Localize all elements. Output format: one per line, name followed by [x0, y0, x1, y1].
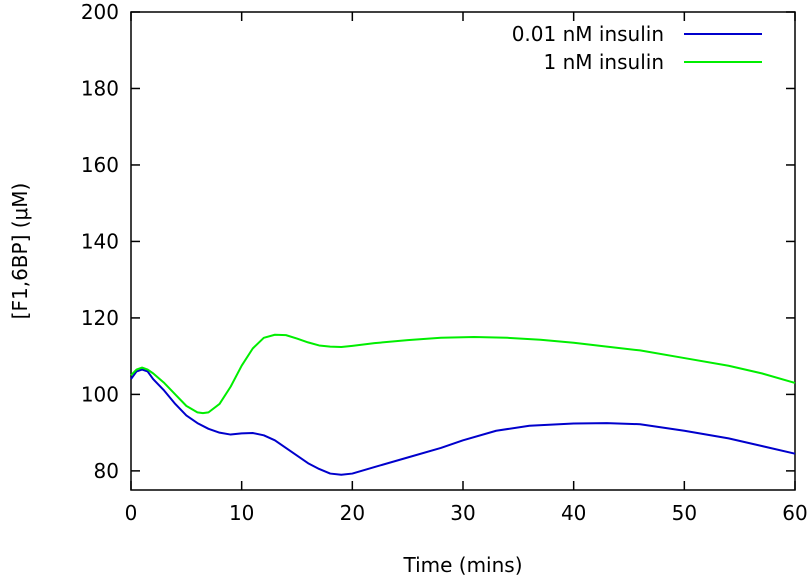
y-tick-label: 180 — [81, 76, 119, 100]
legend-label-2: 1 nM insulin — [544, 50, 665, 74]
x-tick-label: 30 — [450, 501, 475, 525]
axis-ticks — [130, 11, 796, 490]
legend: 0.01 nM insulin 1 nM insulin — [512, 22, 762, 74]
x-tick-label: 20 — [340, 501, 365, 525]
series-lines — [130, 333, 796, 476]
y-tick-label: 200 — [81, 0, 119, 24]
plot-border — [130, 11, 796, 491]
x-tick-label: 0 — [125, 501, 138, 525]
plot-frame — [130, 11, 796, 491]
x-tick-label: 50 — [672, 501, 697, 525]
legend-label-1: 0.01 nM insulin — [512, 22, 664, 46]
x-axis-title: Time (mins) — [402, 553, 522, 577]
series-line-1 — [130, 368, 796, 476]
x-tick-label: 60 — [782, 501, 807, 525]
x-tick-label: 10 — [229, 501, 254, 525]
x-tick-label: 40 — [561, 501, 586, 525]
y-tick-label: 100 — [81, 382, 119, 406]
y-tick-label: 80 — [94, 459, 119, 483]
y-tick-label: 120 — [81, 306, 119, 330]
y-axis-title: [F1,6BP] (μM) — [8, 183, 32, 320]
y-tick-label: 140 — [81, 229, 119, 253]
series-line-2 — [130, 333, 796, 415]
y-tick-label: 160 — [81, 153, 119, 177]
tick-labels: 0 10 20 30 40 50 60 80 100 120 140 160 180 200 — [81, 0, 808, 525]
